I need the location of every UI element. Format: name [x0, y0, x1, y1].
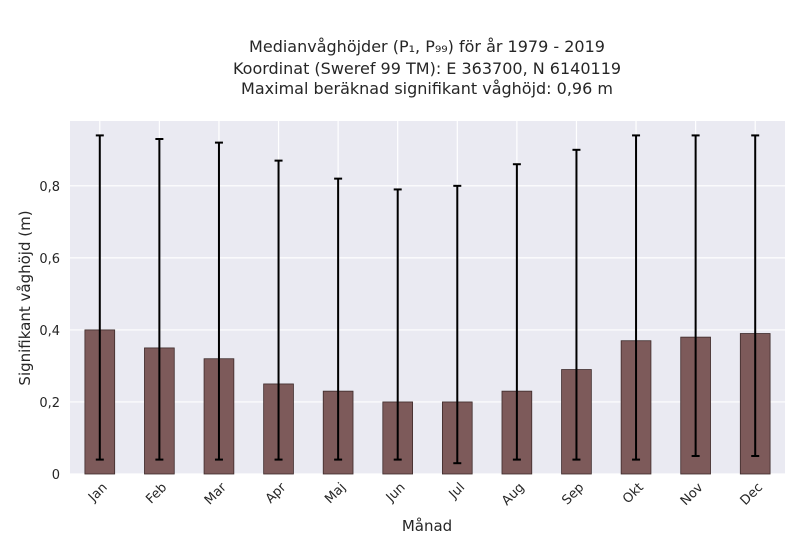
x-tick-label: Jul: [446, 480, 468, 502]
error-bar-maj: [334, 177, 343, 461]
error-bar-apr: [274, 159, 283, 461]
title-line-1: Medianvåghöjder (P₁, P₉₉) för år 1979 - …: [249, 37, 605, 56]
y-tick-label: 0: [52, 468, 60, 483]
x-tick-labels: Jan Feb Mar Apr Maj Jun Jul Aug Sep Okt Nov Dec: [85, 480, 766, 509]
x-tick-label: Jan: [85, 480, 110, 505]
error-bar-nov: [691, 134, 700, 457]
error-bars: [95, 134, 760, 465]
error-bar-jul: [453, 184, 462, 465]
y-tick-label: 0,2: [39, 396, 60, 411]
y-tick-label: 0,6: [39, 252, 60, 267]
x-tick-label: Dec: [738, 480, 766, 508]
x-tick-label: Nov: [678, 480, 707, 509]
x-tick-label: Apr: [263, 480, 290, 507]
y-tick-labels: 0 0,2 0,4 0,6 0,8: [39, 180, 60, 483]
error-bar-sep: [572, 148, 581, 461]
x-tick-label: Okt: [620, 480, 647, 507]
plot-area: [70, 121, 785, 474]
error-bar-feb: [155, 138, 164, 461]
x-tick-label: Sep: [559, 480, 587, 508]
y-axis-label: Signifikant våghöjd (m): [16, 210, 34, 385]
error-bar-dec: [751, 134, 760, 457]
error-bar-jan: [95, 134, 104, 461]
error-bar-aug: [512, 163, 521, 461]
y-tick-label: 0,4: [39, 324, 60, 339]
x-tick-label: Jun: [383, 480, 409, 506]
x-tick-label: Feb: [143, 480, 170, 507]
x-tick-label: Maj: [322, 480, 349, 507]
title-line-2: Koordinat (Sweref 99 TM): E 363700, N 61…: [233, 59, 621, 78]
error-bar-okt: [632, 134, 641, 461]
error-bar-mar: [214, 141, 223, 461]
x-axis-label: Månad: [402, 517, 452, 535]
error-bar-jun: [393, 188, 402, 461]
title-line-3: Maximal beräknad signifikant våghöjd: 0,…: [241, 79, 613, 98]
x-tick-label: Aug: [499, 480, 528, 509]
chart-title: Medianvåghöjder (P₁, P₉₉) för år 1979 - …: [233, 37, 621, 98]
y-tick-label: 0,8: [39, 180, 60, 195]
x-tick-label: Mar: [202, 480, 230, 508]
